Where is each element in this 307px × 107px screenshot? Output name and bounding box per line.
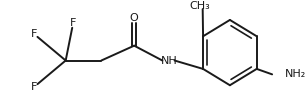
- Text: F: F: [31, 82, 37, 92]
- Text: NH₂: NH₂: [285, 69, 306, 79]
- Text: F: F: [31, 29, 37, 39]
- Text: O: O: [130, 13, 138, 23]
- Text: CH₃: CH₃: [189, 1, 210, 11]
- Text: NH: NH: [161, 56, 177, 65]
- Text: F: F: [70, 18, 76, 28]
